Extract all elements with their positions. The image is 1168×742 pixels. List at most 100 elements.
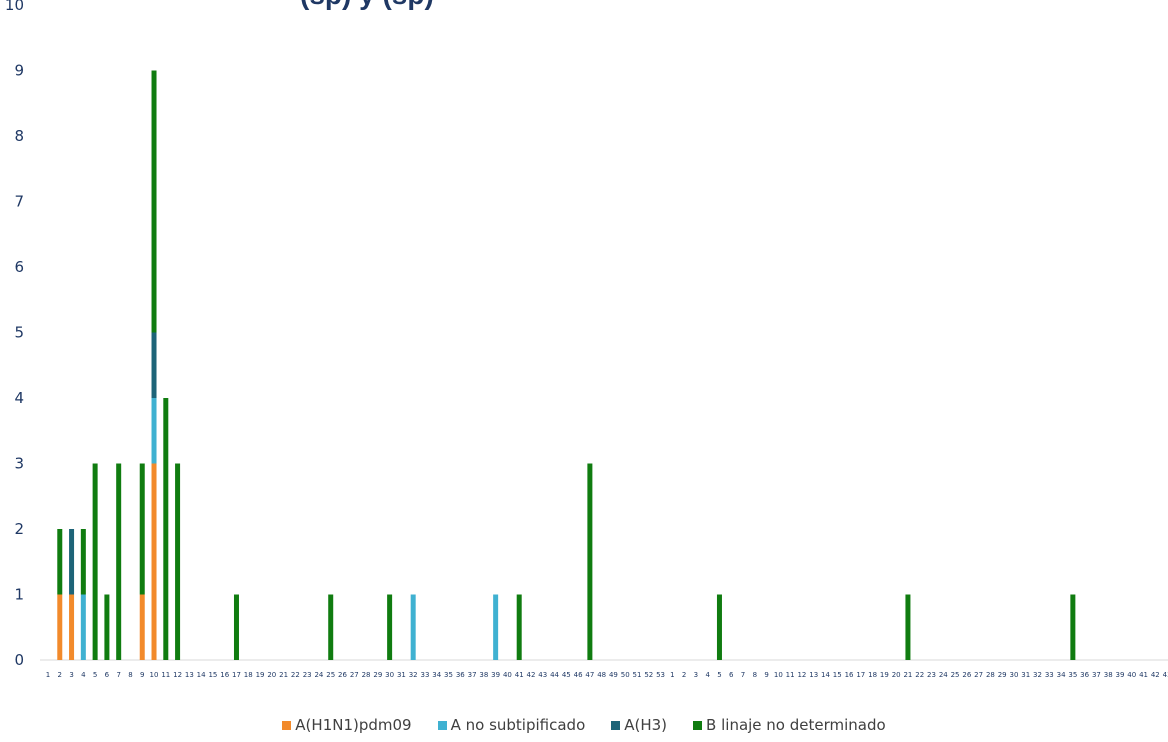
bar-segment-1 [151,463,157,660]
x-tick-label: 42 [527,671,536,679]
x-tick-label: 31 [397,671,406,679]
x-tick-label: 4 [705,671,710,679]
bar-segment-4 [163,398,169,660]
x-tick-label: 41 [515,671,524,679]
bar-segment-4 [328,594,334,660]
y-tick-label: 6 [14,258,24,276]
x-tick-label: 16 [845,671,854,679]
x-tick-label: 24 [939,671,948,679]
x-tick-label: 36 [456,671,465,679]
x-tick-label: 7 [116,671,120,679]
x-tick-label: 20 [892,671,901,679]
legend-swatch [282,720,292,730]
x-tick-label: 37 [468,671,477,679]
x-tick-label: 25 [326,671,335,679]
bar-segment-4 [1070,594,1076,660]
bars [57,70,1076,660]
x-tick-label: 12 [173,671,182,679]
x-tick-label: 43 [538,671,547,679]
bar-segment-4 [175,463,181,660]
x-tick-label: 10 [150,671,159,679]
bar-segment-4 [905,594,911,660]
x-tick-label: 30 [1009,671,1018,679]
x-tick-label: 14 [197,671,206,679]
x-tick-label: 3 [69,671,73,679]
x-tick-label: 11 [161,671,170,679]
x-tick-label: 21 [903,671,912,679]
x-tick-label: 27 [350,671,359,679]
x-tick-label: 11 [786,671,795,679]
x-tick-label: 37 [1092,671,1101,679]
x-tick-label: 50 [621,671,630,679]
x-tick-label: 43 [1163,671,1168,679]
x-tick-label: 8 [753,671,757,679]
x-tick-label: 8 [128,671,132,679]
x-tick-label: 17 [856,671,865,679]
x-tick-label: 25 [951,671,960,679]
y-tick-label: 1 [14,586,24,604]
x-tick-label: 30 [385,671,394,679]
x-tick-label: 16 [220,671,229,679]
legend-label: A no subtipificado [450,716,586,734]
x-tick-label: 34 [1057,671,1066,679]
bar-segment-2 [151,398,157,464]
y-tick-label: 5 [14,324,24,342]
x-tick-label: 9 [764,671,768,679]
x-tick-label: 2 [682,671,686,679]
bar-segment-3 [69,529,75,595]
legend-label: B linaje no determinado [706,716,886,734]
x-tick-label: 32 [1033,671,1042,679]
legend-swatch [437,720,447,730]
x-tick-label: 49 [609,671,618,679]
x-tick-label: 32 [409,671,418,679]
y-tick-label: 4 [14,389,24,407]
x-tick-label: 10 [774,671,783,679]
x-tick-label: 46 [574,671,583,679]
x-tick-label: 23 [927,671,936,679]
x-tick-label: 45 [562,671,571,679]
bar-segment-2 [410,594,416,660]
x-tick-label: 23 [303,671,312,679]
x-tick-label: 44 [550,671,559,679]
x-tick-label: 9 [140,671,144,679]
legend-label: A(H1N1)pdm09 [295,716,412,734]
x-tick-label: 6 [729,671,734,679]
x-tick-label: 41 [1139,671,1148,679]
x-tick-label: 51 [633,671,642,679]
x-tick-label: 7 [741,671,745,679]
legend-item: A(H3) [611,716,667,734]
legend-swatch [693,720,703,730]
y-tick-label: 8 [14,127,24,145]
x-tick-label: 36 [1080,671,1089,679]
x-tick-label: 52 [644,671,653,679]
y-tick-label: 10 [5,0,24,14]
x-tick-label: 2 [58,671,62,679]
bar-segment-4 [387,594,393,660]
bar-segment-1 [139,594,145,660]
x-tick-label: 1 [46,671,50,679]
x-tick-label: 26 [962,671,971,679]
x-tick-label: 28 [362,671,371,679]
x-tick-label: 26 [338,671,347,679]
x-tick-label: 47 [585,671,594,679]
x-tick-label: 38 [1104,671,1113,679]
bar-segment-1 [57,594,63,660]
x-tick-label: 20 [267,671,276,679]
bar-segment-4 [716,594,722,660]
bar-segment-2 [493,594,499,660]
x-tick-label: 29 [998,671,1007,679]
x-tick-label: 17 [232,671,241,679]
x-tick-label: 34 [432,671,441,679]
y-tick-label: 3 [14,455,24,473]
chart-title: (sp) y (sp) [300,0,434,10]
x-tick-label: 48 [597,671,606,679]
legend-item: B linaje no determinado [693,716,886,734]
x-tick-label: 35 [444,671,453,679]
x-tick-label: 22 [915,671,924,679]
bar-segment-4 [587,463,593,660]
bar-segment-3 [151,332,157,398]
x-tick-label: 1 [670,671,674,679]
x-tick-label: 22 [291,671,300,679]
x-tick-label: 4 [81,671,86,679]
x-tick-label: 29 [373,671,382,679]
